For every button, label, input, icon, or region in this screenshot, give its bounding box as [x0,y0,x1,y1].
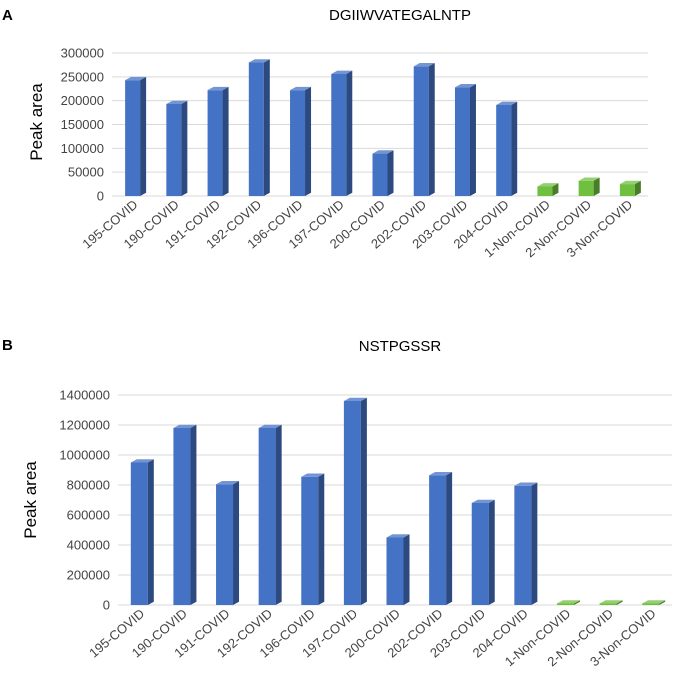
bar [599,600,623,605]
bar [413,63,435,197]
y-tick-label: 0 [103,598,110,613]
bar [331,70,353,196]
y-axis-label: Peak area [27,83,46,161]
bar [290,86,312,196]
y-tick-label: 400000 [67,538,110,553]
plot-area: 050000100000150000200000250000300000195-… [61,46,648,260]
y-tick-label: 100000 [61,141,104,156]
y-tick-label: 300000 [61,46,104,61]
bar [514,482,538,605]
y-tick-label: 1400000 [59,388,110,403]
y-tick-label: 1200000 [59,418,110,433]
plot-area: 0 200000 400000 600000 800000 1000000 1200000 1… [59,388,672,669]
bar [166,100,188,196]
chart-title: NSTPGSSR [359,338,442,355]
y-tick-label: 200000 [61,93,104,108]
chart-title: DGIIWVATEGALNTP [329,7,471,24]
panel-label: B [2,337,13,354]
bar [619,180,641,196]
bar [248,59,270,197]
y-tick-label: 1000000 [59,448,110,463]
bar [343,397,367,605]
bar [578,177,600,196]
bar [173,424,197,605]
bar [207,86,229,196]
y-tick-label: 800000 [67,478,110,493]
chart-panel-b: B NSTPGSSR Peak area 0 200000 400000 600000… [2,337,672,669]
bar [537,183,559,196]
y-tick-label: 0 [97,189,104,204]
bar [556,600,580,605]
panel-label: A [2,7,13,24]
bar [125,76,147,196]
bar [301,473,325,605]
y-tick-label: 50000 [68,165,104,180]
bar [471,499,495,605]
y-tick-label: 200000 [67,568,110,583]
bar [496,101,518,196]
chart-panel-a: A DGIIWVATEGALNTP Peak area 0 50000 100000… [2,7,648,260]
y-axis-label: Peak area [21,461,40,539]
bar [454,84,476,196]
bar [429,471,453,605]
bar [372,150,394,196]
bar [130,459,154,605]
y-tick-label: 150000 [61,117,104,132]
y-tick-label: 250000 [61,69,104,84]
bar [258,424,282,605]
bar [386,534,410,605]
bar [642,600,666,605]
bar [216,480,240,605]
y-tick-label: 600000 [67,508,110,523]
